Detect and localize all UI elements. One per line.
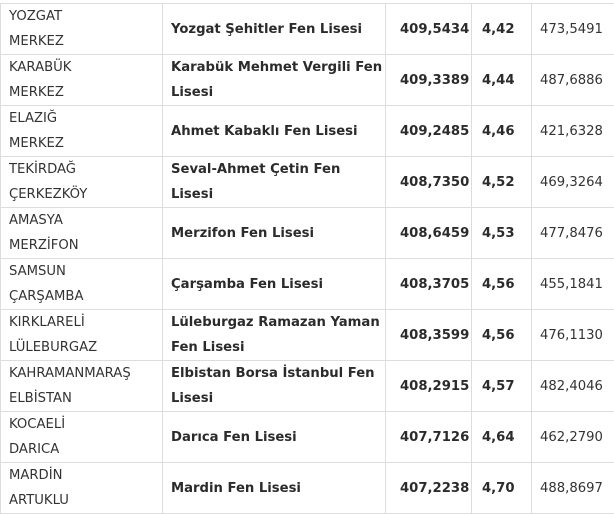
district: MERKEZ [9,136,64,151]
district: MERZİFON [9,238,79,253]
city: KOCAELİ [9,417,65,432]
max-score-cell: 482,4046 [532,361,614,412]
score-cell: 409,2485 [386,106,472,157]
district: ELBİSTAN [9,391,72,406]
school-name-cell: Seval-Ahmet Çetin Fen Lisesi [163,157,386,208]
max-score-cell: 487,6886 [532,55,614,106]
location-cell: KAHRAMANMARAŞ ELBİSTAN [1,361,163,412]
percentile-cell: 4,64 [472,412,532,463]
max-score-cell: 477,8476 [532,208,614,259]
max-score-cell: 476,1130 [532,310,614,361]
max-score-cell: 462,2790 [532,412,614,463]
percentile-cell: 4,46 [472,106,532,157]
score-cell: 408,6459 [386,208,472,259]
location-cell: SAMSUN ÇARŞAMBA [1,259,163,310]
city: KARABÜK [9,60,71,75]
school-name-cell: Lüleburgaz Ramazan Yaman Fen Lisesi [163,310,386,361]
city: AMASYA [9,213,63,228]
percentile-cell: 4,56 [472,259,532,310]
location-cell: KIRKLARELİ LÜLEBURGAZ [1,310,163,361]
district: ÇERKEZKÖY [9,187,87,202]
location-cell: AMASYA MERZİFON [1,208,163,259]
school-name-cell: Çarşamba Fen Lisesi [163,259,386,310]
district: DARICA [9,442,59,457]
table-row: AMASYA MERZİFON Merzifon Fen Lisesi 408,6… [1,208,614,259]
score-cell: 408,7350 [386,157,472,208]
city: SAMSUN [9,264,66,279]
score-cell: 408,3705 [386,259,472,310]
school-name-cell: Merzifon Fen Lisesi [163,208,386,259]
table-row: KARABÜK MERKEZ Karabük Mehmet Vergili Fen… [1,55,614,106]
location-cell: KARABÜK MERKEZ [1,55,163,106]
max-score-cell: 473,5491 [532,4,614,55]
table-row: KIRKLARELİ LÜLEBURGAZ Lüleburgaz Ramazan … [1,310,614,361]
percentile-cell: 4,42 [472,4,532,55]
score-cell: 409,3389 [386,55,472,106]
city: TEKİRDAĞ [9,162,76,177]
school-name-cell: Darıca Fen Lisesi [163,412,386,463]
score-cell: 408,2915 [386,361,472,412]
school-name-cell: Ahmet Kabaklı Fen Lisesi [163,106,386,157]
percentile-cell: 4,70 [472,463,532,514]
district: MERKEZ [9,85,64,100]
percentile-cell: 4,44 [472,55,532,106]
score-cell: 409,5434 [386,4,472,55]
district: LÜLEBURGAZ [9,340,97,355]
location-cell: ELAZIĞ MERKEZ [1,106,163,157]
score-cell: 408,3599 [386,310,472,361]
table-row: KAHRAMANMARAŞ ELBİSTAN Elbistan Borsa İst… [1,361,614,412]
percentile-cell: 4,57 [472,361,532,412]
max-score-cell: 455,1841 [532,259,614,310]
location-cell: TEKİRDAĞ ÇERKEZKÖY [1,157,163,208]
percentile-cell: 4,52 [472,157,532,208]
max-score-cell: 488,8697 [532,463,614,514]
max-score-cell: 421,6328 [532,106,614,157]
school-name-cell: Elbistan Borsa İstanbul Fen Lisesi [163,361,386,412]
city: KAHRAMANMARAŞ [9,366,131,381]
location-cell: YOZGAT MERKEZ [1,4,163,55]
city: MARDİN [9,468,62,483]
district: ARTUKLU [9,493,69,508]
max-score-cell: 469,3264 [532,157,614,208]
percentile-cell: 4,56 [472,310,532,361]
school-name-cell: Karabük Mehmet Vergili Fen Lisesi [163,55,386,106]
city: YOZGAT [9,9,62,24]
table-row: TEKİRDAĞ ÇERKEZKÖY Seval-Ahmet Çetin Fen … [1,157,614,208]
score-cell: 407,7126 [386,412,472,463]
table-row: KOCAELİ DARICA Darıca Fen Lisesi 407,7126… [1,412,614,463]
score-cell: 407,2238 [386,463,472,514]
school-name-cell: Mardin Fen Lisesi [163,463,386,514]
table-row: SAMSUN ÇARŞAMBA Çarşamba Fen Lisesi 408,3… [1,259,614,310]
location-cell: KOCAELİ DARICA [1,412,163,463]
table-row: ELAZIĞ MERKEZ Ahmet Kabaklı Fen Lisesi 40… [1,106,614,157]
table-row: MARDİN ARTUKLU Mardin Fen Lisesi 407,2238… [1,463,614,514]
city: ELAZIĞ [9,111,57,126]
location-cell: MARDİN ARTUKLU [1,463,163,514]
school-name-cell: Yozgat Şehitler Fen Lisesi [163,4,386,55]
district: ÇARŞAMBA [9,289,83,304]
percentile-cell: 4,53 [472,208,532,259]
city: KIRKLARELİ [9,315,85,330]
district: MERKEZ [9,34,64,49]
